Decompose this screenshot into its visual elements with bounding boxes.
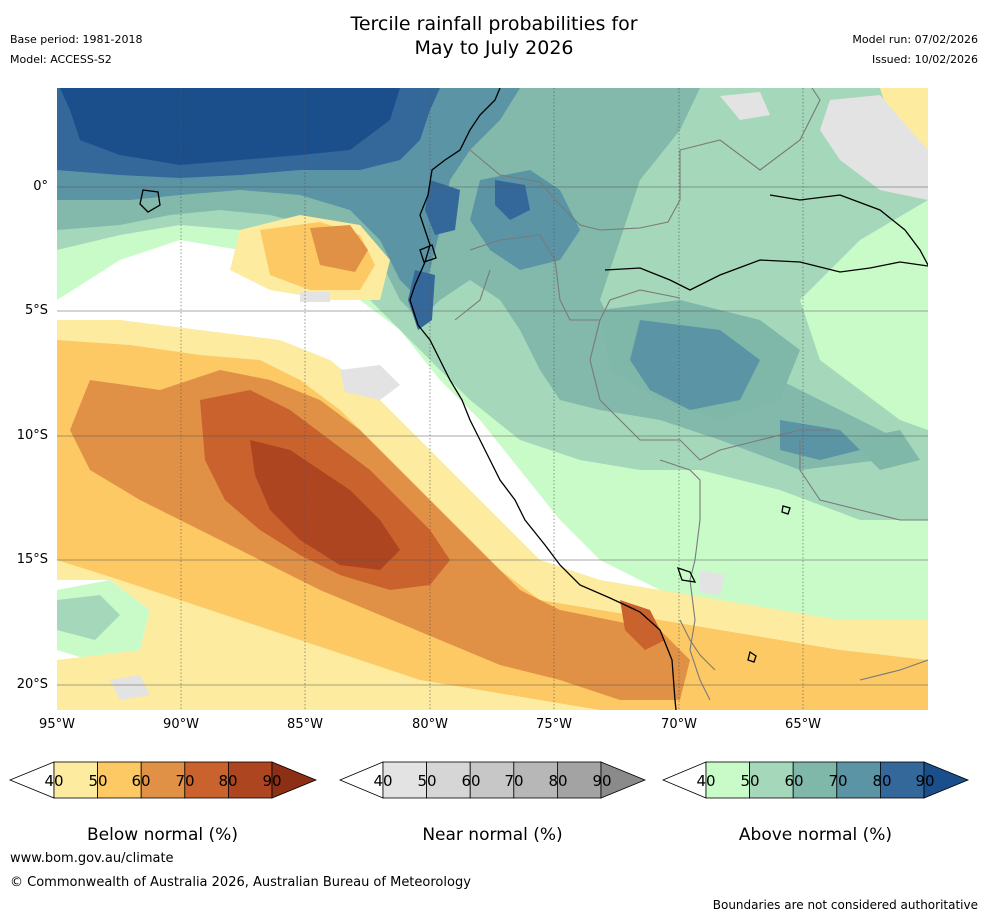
above-colorbar-bin xyxy=(836,761,881,799)
colorbars xyxy=(8,761,970,799)
above-90-region xyxy=(60,88,400,165)
above-tick: 50 xyxy=(740,772,760,790)
lat-label-10s: 10°S xyxy=(16,428,48,443)
above-60-far-east xyxy=(850,430,920,470)
near-colorbar-bin xyxy=(426,761,471,799)
above-80-gulf xyxy=(425,180,460,235)
above-50-sw xyxy=(57,595,120,640)
lat-label-5s: 5°S xyxy=(24,303,48,318)
title-line-1: Tercile rainfall probabilities for xyxy=(350,13,638,35)
near-40-d xyxy=(300,292,330,302)
above-legend-title: Above normal (%) xyxy=(738,825,893,845)
above-tick: 40 xyxy=(696,772,716,790)
meta-right: Model run: 07/02/2026 Issued: 10/02/2026 xyxy=(852,30,978,70)
below-tick: 80 xyxy=(218,772,238,790)
below-legend-title: Below normal (%) xyxy=(87,825,238,845)
below-tick: 70 xyxy=(175,772,195,790)
near-40-a xyxy=(340,365,400,400)
meta-left: Base period: 1981-2018 Model: ACCESS-S2 xyxy=(10,30,142,70)
near-40-c xyxy=(820,95,928,200)
lon-label-85w: 85°W xyxy=(287,717,323,732)
near-tick: 60 xyxy=(461,772,481,790)
lat-label-20s: 20°S xyxy=(16,677,48,692)
above-tick: 60 xyxy=(784,772,804,790)
below-tick: 60 xyxy=(131,772,151,790)
near-colorbar-bin xyxy=(557,761,602,799)
title-line-2: May to July 2026 xyxy=(414,37,574,59)
above-colorbar-over-arrow xyxy=(923,761,970,799)
probability-field xyxy=(57,88,928,710)
near-tick: 40 xyxy=(373,772,393,790)
near-40-f xyxy=(720,92,770,120)
near-legend-title: Near normal (%) xyxy=(422,825,563,845)
below-colorbar-bin xyxy=(53,761,98,799)
above-80-peru xyxy=(495,180,530,220)
near-tick: 50 xyxy=(417,772,437,790)
map-title: Tercile rainfall probabilities for May t… xyxy=(0,12,988,60)
near-tick: 90 xyxy=(592,772,612,790)
near-tick: 70 xyxy=(504,772,524,790)
lon-label-75w: 75°W xyxy=(536,717,572,732)
above-colorbar-bin xyxy=(705,761,750,799)
footer-disclaimer: Boundaries are not considered authoritat… xyxy=(712,898,978,912)
near-tick: 80 xyxy=(548,772,568,790)
below-60-north xyxy=(310,225,368,272)
below-colorbar-bin xyxy=(97,761,142,799)
near-colorbar-bin xyxy=(513,761,558,799)
model-name: Model: ACCESS-S2 xyxy=(10,53,112,66)
lon-label-65w: 65°W xyxy=(785,717,821,732)
near-colorbar-over-arrow xyxy=(600,761,647,799)
above-tick: 90 xyxy=(915,772,935,790)
below-colorbar-bin xyxy=(140,761,186,799)
near-40-b xyxy=(700,570,725,595)
above-tick: 70 xyxy=(828,772,848,790)
lat-label-0: 0° xyxy=(33,179,48,194)
footer-url[interactable]: www.bom.gov.au/climate xyxy=(10,851,174,866)
lon-label-95w: 95°W xyxy=(39,717,75,732)
near-40-e xyxy=(110,675,150,700)
footer-copyright: © Commonwealth of Australia 2026, Austra… xyxy=(10,875,471,890)
lon-label-80w: 80°W xyxy=(412,717,448,732)
below-colorbar-bin xyxy=(227,761,273,799)
below-colorbar-bin xyxy=(184,761,229,799)
issued-date: Issued: 10/02/2026 xyxy=(871,53,978,66)
below-70-south xyxy=(620,600,665,650)
lat-label-15s: 15°S xyxy=(16,552,48,567)
below-40-ne xyxy=(880,88,928,150)
country-borders xyxy=(454,88,928,701)
coastline xyxy=(139,88,928,710)
above-70-brazil xyxy=(630,320,760,410)
lon-label-90w: 90°W xyxy=(163,717,199,732)
above-tick: 80 xyxy=(872,772,892,790)
graticule xyxy=(57,88,928,710)
below-80-region xyxy=(250,440,400,570)
near-colorbar-bin xyxy=(469,761,515,799)
below-tick: 40 xyxy=(44,772,64,790)
base-period: Base period: 1981-2018 xyxy=(10,33,143,46)
below-colorbar-over-arrow xyxy=(271,761,318,799)
below-tick: 50 xyxy=(88,772,108,790)
lon-label-70w: 70°W xyxy=(661,717,697,732)
below-tick: 90 xyxy=(262,772,282,790)
model-run: Model run: 07/02/2026 xyxy=(852,33,978,46)
